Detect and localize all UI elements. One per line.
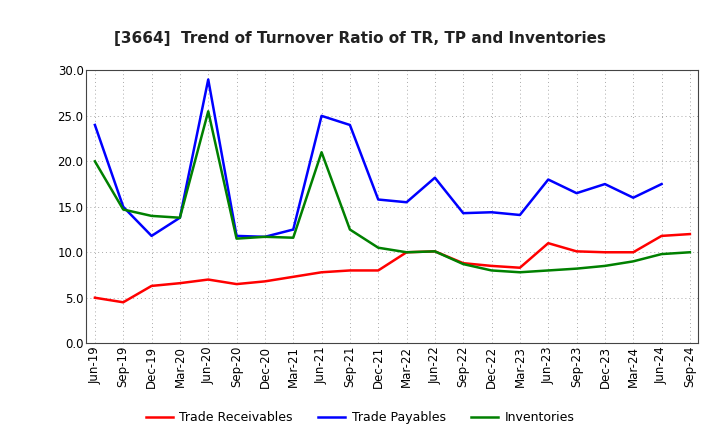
Trade Payables [459,210,467,216]
Trade Payables [402,200,411,205]
Trade Payables [657,181,666,187]
Trade Receivables [402,249,411,255]
Inventories [657,251,666,257]
Trade Payables [233,233,241,238]
Trade Payables [91,122,99,128]
Trade Payables [487,209,496,215]
Trade Payables [431,175,439,180]
Inventories [346,227,354,232]
Trade Receivables [261,279,269,284]
Trade Payables [176,215,184,220]
Trade Payables [374,197,382,202]
Trade Receivables [318,270,326,275]
Inventories [629,259,637,264]
Inventories [402,249,411,255]
Trade Receivables [91,295,99,301]
Trade Payables [119,204,127,209]
Trade Receivables [685,231,694,237]
Trade Receivables [119,300,127,305]
Trade Payables [346,122,354,128]
Trade Receivables [487,263,496,268]
Trade Payables [544,177,552,182]
Inventories [176,215,184,220]
Trade Receivables [600,249,609,255]
Trade Receivables [148,283,156,289]
Trade Payables [516,213,524,218]
Inventories [91,159,99,164]
Trade Payables [318,113,326,118]
Trade Receivables [657,233,666,238]
Inventories [204,109,212,114]
Trade Receivables [459,260,467,266]
Inventories [119,207,127,212]
Trade Receivables [233,282,241,287]
Trade Payables [289,227,297,232]
Inventories [516,270,524,275]
Trade Receivables [204,277,212,282]
Legend: Trade Receivables, Trade Payables, Inventories: Trade Receivables, Trade Payables, Inven… [140,407,580,429]
Inventories [148,213,156,219]
Trade Payables [629,195,637,200]
Inventories [459,261,467,267]
Trade Payables [572,191,581,196]
Inventories [685,249,694,255]
Inventories [431,249,439,254]
Line: Trade Receivables: Trade Receivables [95,234,690,302]
Line: Trade Payables: Trade Payables [95,80,662,237]
Inventories [233,236,241,241]
Inventories [572,266,581,271]
Inventories [487,268,496,273]
Inventories [544,268,552,273]
Inventories [600,263,609,268]
Trade Payables [148,233,156,238]
Trade Receivables [289,274,297,279]
Inventories [289,235,297,240]
Inventories [261,234,269,239]
Trade Receivables [374,268,382,273]
Trade Payables [600,181,609,187]
Trade Receivables [346,268,354,273]
Trade Receivables [431,249,439,254]
Text: [3664]  Trend of Turnover Ratio of TR, TP and Inventories: [3664] Trend of Turnover Ratio of TR, TP… [114,31,606,46]
Inventories [318,150,326,155]
Line: Inventories: Inventories [95,111,690,272]
Inventories [374,245,382,250]
Trade Receivables [544,241,552,246]
Trade Receivables [572,249,581,254]
Trade Payables [261,234,269,239]
Trade Receivables [516,265,524,270]
Trade Payables [204,77,212,82]
Trade Receivables [629,249,637,255]
Trade Receivables [176,281,184,286]
